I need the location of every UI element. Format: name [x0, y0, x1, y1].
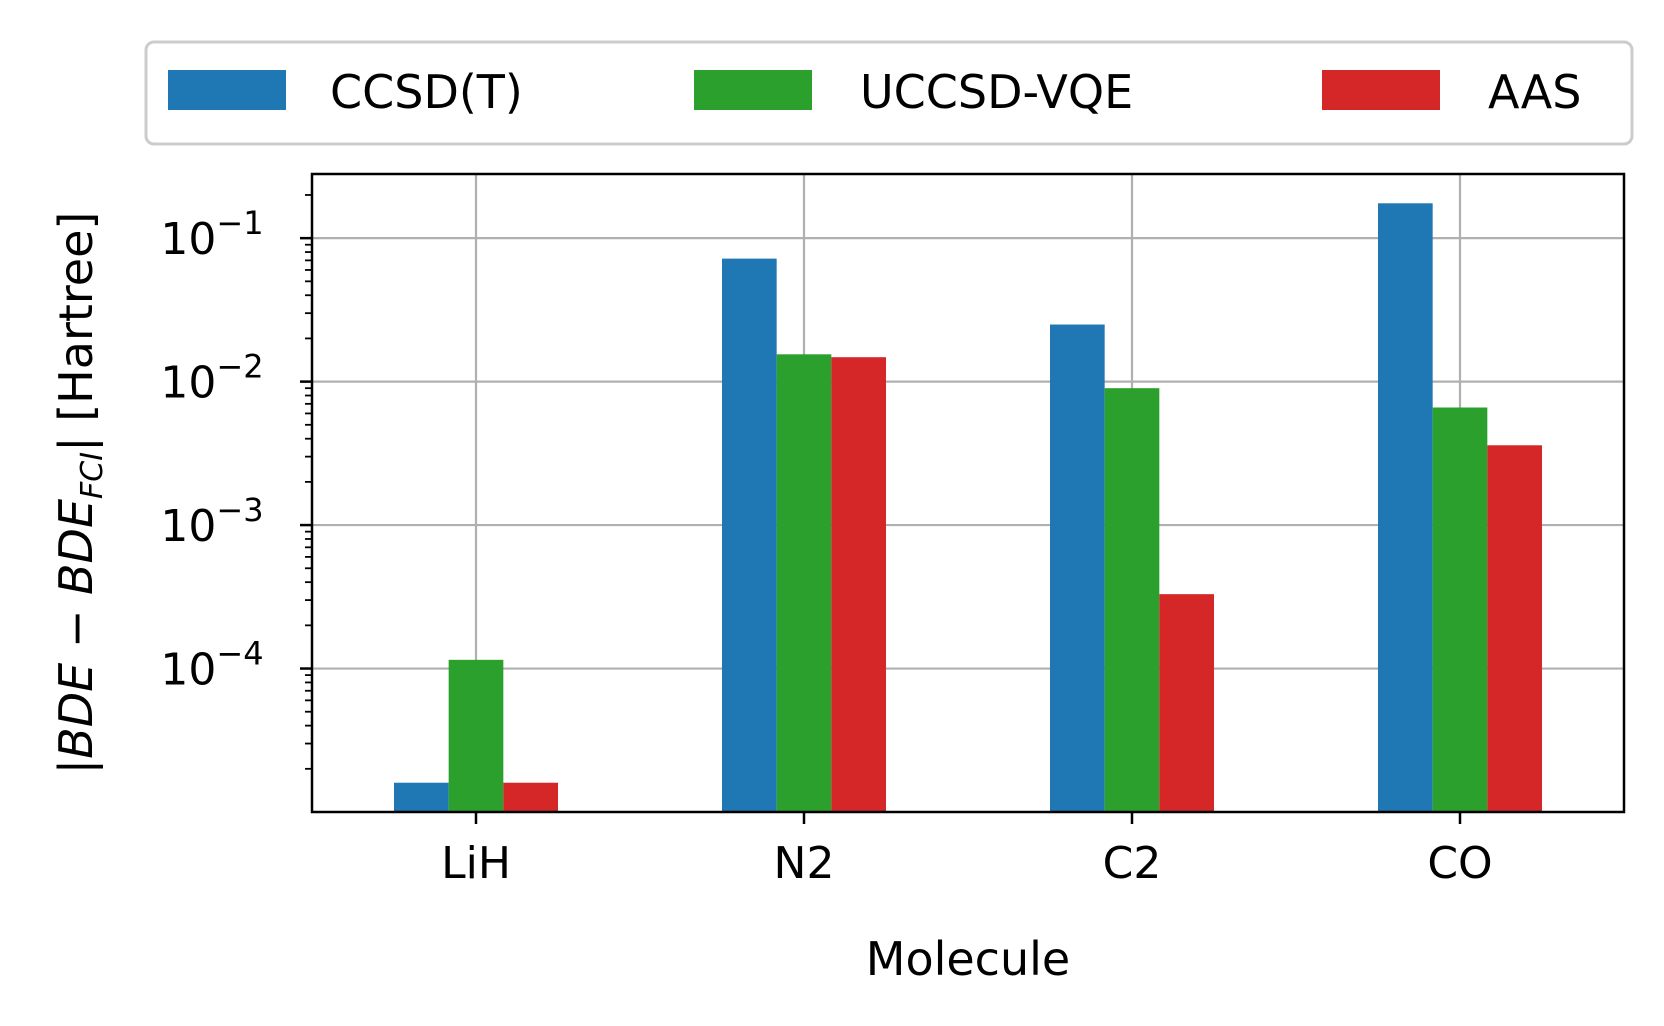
x-tick-label: CO	[1427, 838, 1492, 889]
y-label-prefix: |	[49, 759, 104, 775]
bar	[503, 782, 558, 812]
y-tick-label-exponent: −1	[216, 204, 263, 242]
y-label-suffix: | [Hartree]	[49, 212, 104, 452]
y-tick-label-base: 10	[160, 501, 216, 552]
y-tick-label-base: 10	[160, 358, 216, 409]
legend-frame	[144, 40, 1634, 146]
y-axis-label: |BDE − BDEFCI| [Hartree]	[49, 212, 110, 775]
legend-swatch	[694, 70, 812, 110]
bar	[1104, 388, 1160, 812]
y-tick-label-exponent: −4	[216, 635, 263, 673]
bar	[722, 258, 777, 812]
bar	[1050, 324, 1105, 812]
bar	[1487, 445, 1542, 812]
bar	[1432, 407, 1488, 812]
x-tick-label: N2	[774, 838, 835, 889]
axes-frame	[310, 172, 1626, 814]
y-tick-label-exponent: −3	[216, 491, 263, 529]
y-tick-label: 10−4	[160, 635, 263, 696]
y-tick-label-base: 10	[160, 214, 216, 265]
legend-label: AAS	[1488, 65, 1581, 119]
legend: CCSD(T) UCCSD-VQE AAS	[144, 40, 1634, 146]
x-tick-label: C2	[1103, 838, 1162, 889]
y-tick-label: 10−1	[160, 204, 263, 265]
y-tick-label: 10−3	[160, 491, 263, 552]
bar	[448, 659, 504, 812]
bars	[394, 203, 1542, 812]
legend-swatch	[168, 70, 286, 110]
y-tick-label-base: 10	[160, 645, 216, 696]
bar	[776, 354, 832, 812]
x-tick-label: LiH	[441, 838, 511, 889]
y-label-subscript: FCI	[75, 452, 110, 499]
y-label-bde: BDE	[49, 663, 103, 759]
x-axis-label: Molecule	[866, 932, 1070, 986]
y-tick-label-exponent: −2	[216, 348, 263, 386]
legend-label: UCCSD-VQE	[860, 65, 1133, 119]
legend-swatch	[1322, 70, 1440, 110]
bar	[394, 782, 449, 812]
bar	[1159, 594, 1214, 812]
bar	[831, 357, 886, 812]
y-label-bde-fci: BDE	[49, 499, 103, 595]
legend-label: CCSD(T)	[330, 65, 523, 119]
y-tick-label: 10−2	[160, 348, 263, 409]
y-label-minus: −	[49, 595, 103, 663]
bar	[1378, 203, 1433, 812]
